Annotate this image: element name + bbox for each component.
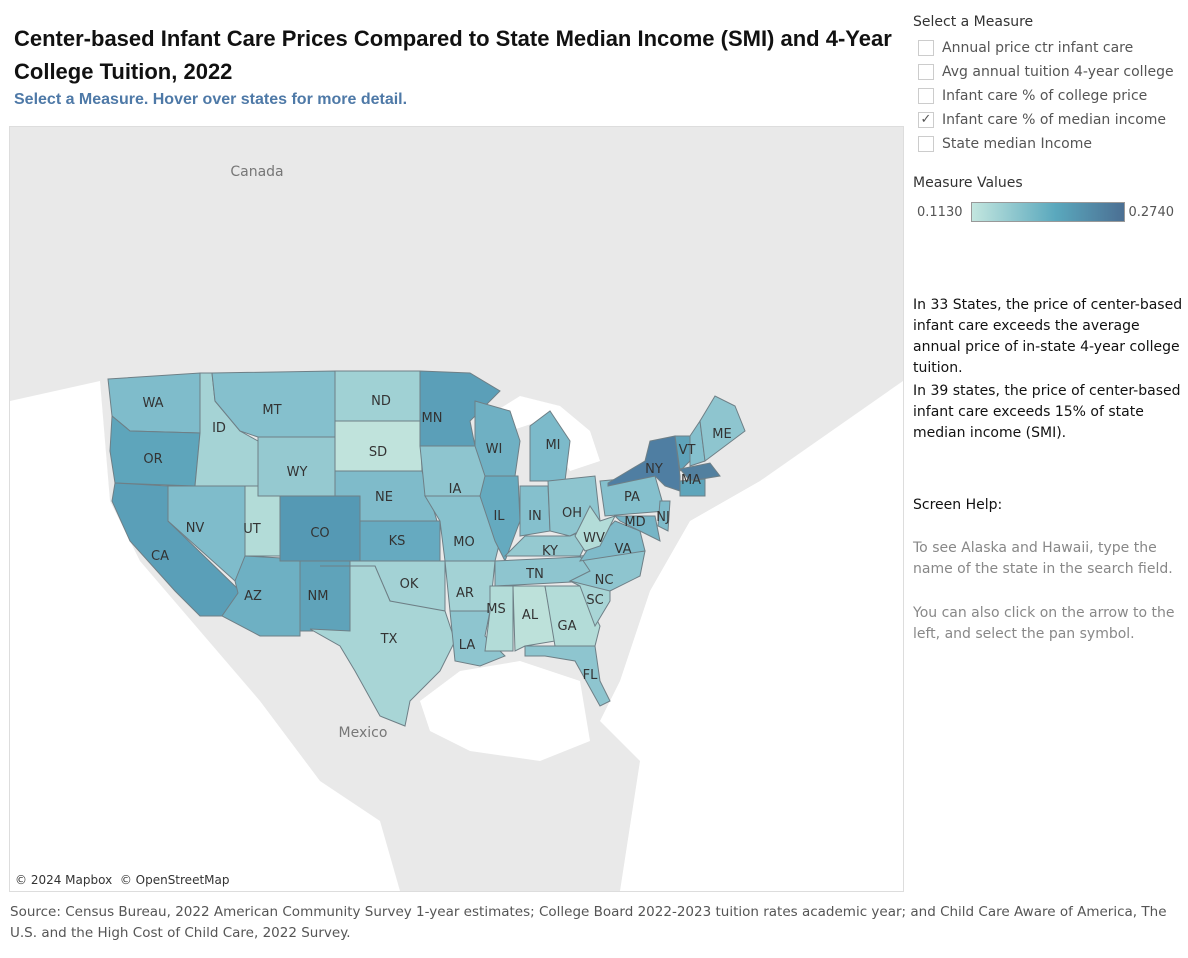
state-label-or: OR bbox=[143, 452, 162, 467]
state-label-ks: KS bbox=[389, 534, 406, 549]
state-nj[interactable] bbox=[657, 500, 671, 532]
measure-option[interactable]: ✓ Infant care % of median income bbox=[918, 110, 1166, 130]
state-al[interactable] bbox=[512, 585, 556, 652]
measure-option[interactable]: State median Income bbox=[918, 134, 1092, 154]
state-label-ne: NE bbox=[375, 490, 393, 505]
state-label-ky: KY bbox=[542, 544, 558, 559]
state-label-ca: CA bbox=[151, 549, 169, 564]
water bbox=[10, 381, 903, 891]
help-line-2: You can also click on the arrow to the l… bbox=[913, 605, 1175, 642]
map-attribution: © 2024 Mapbox © OpenStreetMap bbox=[15, 873, 229, 887]
state-label-al: AL bbox=[522, 608, 539, 623]
color-legend: 0.1130 0.2740 bbox=[913, 202, 1174, 222]
filter-heading: Select a Measure bbox=[913, 14, 1034, 30]
state-label-me: ME bbox=[712, 427, 731, 442]
state-label-az: AZ bbox=[244, 589, 262, 604]
map-label-canada: Canada bbox=[230, 164, 283, 180]
state-label-wa: WA bbox=[142, 396, 163, 411]
option-label: Infant care % of college price bbox=[942, 88, 1148, 104]
mapbox-link[interactable]: © 2024 Mapbox bbox=[15, 873, 113, 887]
state-label-wy: WY bbox=[287, 465, 308, 480]
state-label-nv: NV bbox=[186, 521, 205, 536]
state-label-mo: MO bbox=[453, 535, 474, 550]
state-mi[interactable] bbox=[529, 410, 571, 482]
measure-option[interactable]: Infant care % of college price bbox=[918, 86, 1147, 106]
state-label-ms: MS bbox=[486, 602, 505, 617]
checkbox[interactable]: ✓ bbox=[918, 112, 934, 128]
state-label-ga: GA bbox=[558, 619, 577, 634]
state-label-nd: ND bbox=[371, 394, 391, 409]
state-label-co: CO bbox=[310, 526, 329, 541]
state-md[interactable] bbox=[613, 515, 661, 542]
state-label-in: IN bbox=[528, 509, 542, 524]
choropleth-map[interactable]: WA OR CA NV ID MT WY UT AZ CO NM ND SD NE KS OK TX MN IA MO… bbox=[9, 126, 904, 892]
legend-min: 0.1130 bbox=[917, 204, 963, 220]
state-label-la: LA bbox=[459, 638, 476, 653]
checkbox[interactable] bbox=[918, 40, 934, 56]
legend-max: 0.2740 bbox=[1128, 204, 1175, 220]
state-label-ar: AR bbox=[456, 586, 474, 601]
state-label-wv: WV bbox=[583, 531, 605, 546]
state-label-mn: MN bbox=[422, 411, 443, 426]
option-label: Infant care % of median income bbox=[942, 112, 1167, 128]
state-ms[interactable] bbox=[484, 585, 514, 652]
state-label-mi: MI bbox=[545, 438, 560, 453]
checkbox[interactable] bbox=[918, 88, 934, 104]
state-label-nm: NM bbox=[308, 589, 329, 604]
help-heading: Screen Help: bbox=[913, 497, 1003, 513]
state-label-ma: MA bbox=[681, 473, 701, 488]
state-label-ok: OK bbox=[400, 577, 419, 592]
state-label-ut: UT bbox=[243, 522, 261, 537]
state-label-wi: WI bbox=[486, 442, 503, 457]
osm-link[interactable]: © OpenStreetMap bbox=[119, 873, 230, 887]
note-smi: In 39 states, the price of center-based … bbox=[913, 383, 1181, 441]
state-ut[interactable] bbox=[244, 485, 281, 557]
option-label: Annual price ctr infant care bbox=[942, 40, 1134, 56]
option-label: Avg annual tuition 4-year college bbox=[942, 64, 1174, 80]
state-label-vt: VT bbox=[679, 443, 696, 458]
states-layer: WA OR CA NV ID MT WY UT AZ CO NM ND SD NE KS OK TX MN IA MO… bbox=[107, 370, 746, 727]
state-label-md: MD bbox=[624, 515, 645, 530]
state-me[interactable] bbox=[699, 395, 746, 462]
state-label-fl: FL bbox=[583, 668, 598, 683]
state-label-ia: IA bbox=[449, 482, 462, 497]
state-label-il: IL bbox=[493, 509, 505, 524]
checkbox[interactable] bbox=[918, 64, 934, 80]
source-note: Source: Census Bureau, 2022 American Com… bbox=[10, 904, 1167, 941]
map-canvas[interactable]: WA OR CA NV ID MT WY UT AZ CO NM ND SD NE KS OK TX MN IA MO… bbox=[10, 127, 903, 891]
state-label-sd: SD bbox=[369, 445, 387, 460]
state-label-tn: TN bbox=[525, 567, 544, 582]
legend-gradient bbox=[970, 202, 1125, 222]
state-label-nc: NC bbox=[595, 573, 614, 588]
option-label: State median Income bbox=[942, 136, 1092, 152]
state-label-pa: PA bbox=[624, 490, 640, 505]
measure-option[interactable]: Avg annual tuition 4-year college bbox=[918, 62, 1174, 82]
map-label-mexico: Mexico bbox=[339, 725, 388, 741]
dashboard-subtitle: Select a Measure. Hover over states for … bbox=[14, 91, 408, 108]
state-label-id: ID bbox=[212, 421, 226, 436]
state-ct[interactable] bbox=[679, 478, 706, 497]
state-label-va: VA bbox=[615, 542, 632, 557]
measure-option[interactable]: Annual price ctr infant care bbox=[918, 38, 1133, 58]
dashboard-title: Center-based Infant Care Prices Compared… bbox=[14, 26, 892, 84]
checkbox[interactable] bbox=[918, 136, 934, 152]
state-fl[interactable] bbox=[524, 645, 611, 707]
state-label-tx: TX bbox=[380, 632, 398, 647]
help-line-1: To see Alaska and Hawaii, type the name … bbox=[913, 540, 1173, 577]
state-label-sc: SC bbox=[586, 593, 603, 608]
state-ma[interactable] bbox=[679, 462, 721, 482]
state-label-nj: NJ bbox=[656, 510, 670, 525]
state-wv[interactable] bbox=[574, 505, 616, 552]
state-label-ny: NY bbox=[645, 462, 663, 477]
state-label-mt: MT bbox=[262, 403, 281, 418]
legend-heading: Measure Values bbox=[913, 175, 1023, 191]
state-label-oh: OH bbox=[562, 506, 582, 521]
note-college: In 33 States, the price of center-based … bbox=[913, 297, 1183, 376]
state-tx[interactable] bbox=[309, 565, 456, 727]
